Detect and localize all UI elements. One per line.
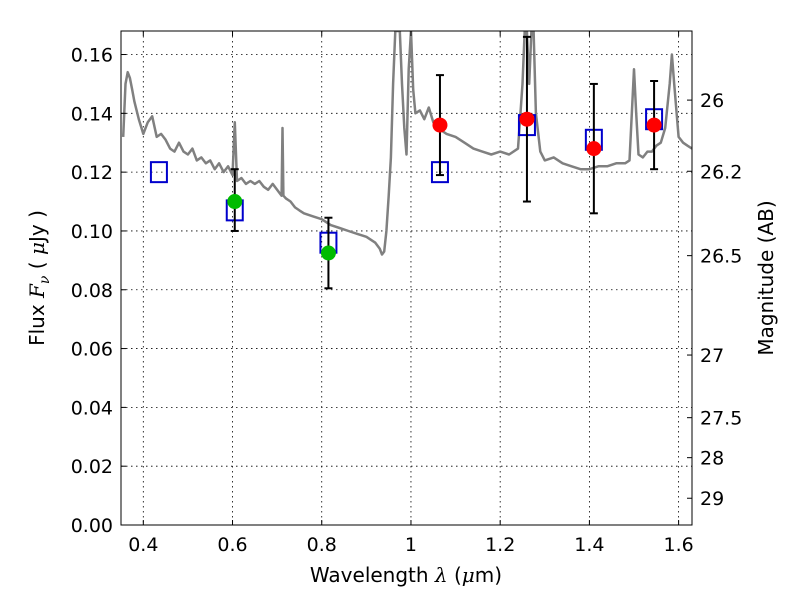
y-axis-title: Flux Fν ( μJy ) <box>25 210 53 346</box>
x-tick-label: 1.2 <box>485 534 515 556</box>
observed-point-green <box>320 245 336 261</box>
x-tick-label: 0.8 <box>307 534 337 556</box>
y2-tick-label: 27.5 <box>700 408 742 430</box>
y-tick-label: 0.08 <box>71 280 113 302</box>
x-tick-label: 1.4 <box>574 534 604 556</box>
y-tick-label: 0.16 <box>71 45 113 67</box>
x-tick-label: 0.6 <box>217 534 247 556</box>
observed-point-red <box>432 117 448 133</box>
plot-frame <box>120 30 693 526</box>
y-tick-label: 0.10 <box>71 221 113 243</box>
y-tick-label: 0.12 <box>71 162 113 184</box>
y2-tick-label: 28 <box>700 448 724 470</box>
observed-point-red <box>646 117 662 133</box>
x-tick-label: 1 <box>405 534 417 556</box>
observed-point-red <box>586 141 602 157</box>
y-tick-label: 0.14 <box>71 103 113 125</box>
plot-background <box>121 31 692 525</box>
observed-point-red <box>519 111 535 127</box>
ticks <box>121 31 692 526</box>
x-axis-title: Wavelength λ (μm) <box>310 563 502 587</box>
x-tick-label: 1.6 <box>664 534 694 556</box>
model-spectrum-line <box>121 31 692 256</box>
y-tick-label: 0.02 <box>71 456 113 478</box>
y-tick-label: 0.04 <box>71 397 113 419</box>
plot-area <box>121 31 692 290</box>
y2-axis-title: Magnitude (AB) <box>754 200 778 355</box>
y2-tick-label: 29 <box>700 488 724 510</box>
y2-tick-label: 26.2 <box>700 161 742 183</box>
y-tick-label: 0.06 <box>71 339 113 361</box>
y2-tick-label: 26.5 <box>700 246 742 268</box>
observed-point-green <box>227 194 243 210</box>
model-photometry-box <box>149 161 168 184</box>
y2-tick-label: 27 <box>700 345 724 367</box>
y2-tick-label: 26 <box>700 90 724 112</box>
x-tick-label: 0.4 <box>128 534 158 556</box>
y-tick-label: 0.00 <box>71 515 113 537</box>
grid <box>121 31 692 526</box>
tick-labels: 0.4 0.6 0.8 1 1.2 1.4 1.6 0.00 0.02 0.04 0.06 0.08 0… <box>71 45 743 556</box>
